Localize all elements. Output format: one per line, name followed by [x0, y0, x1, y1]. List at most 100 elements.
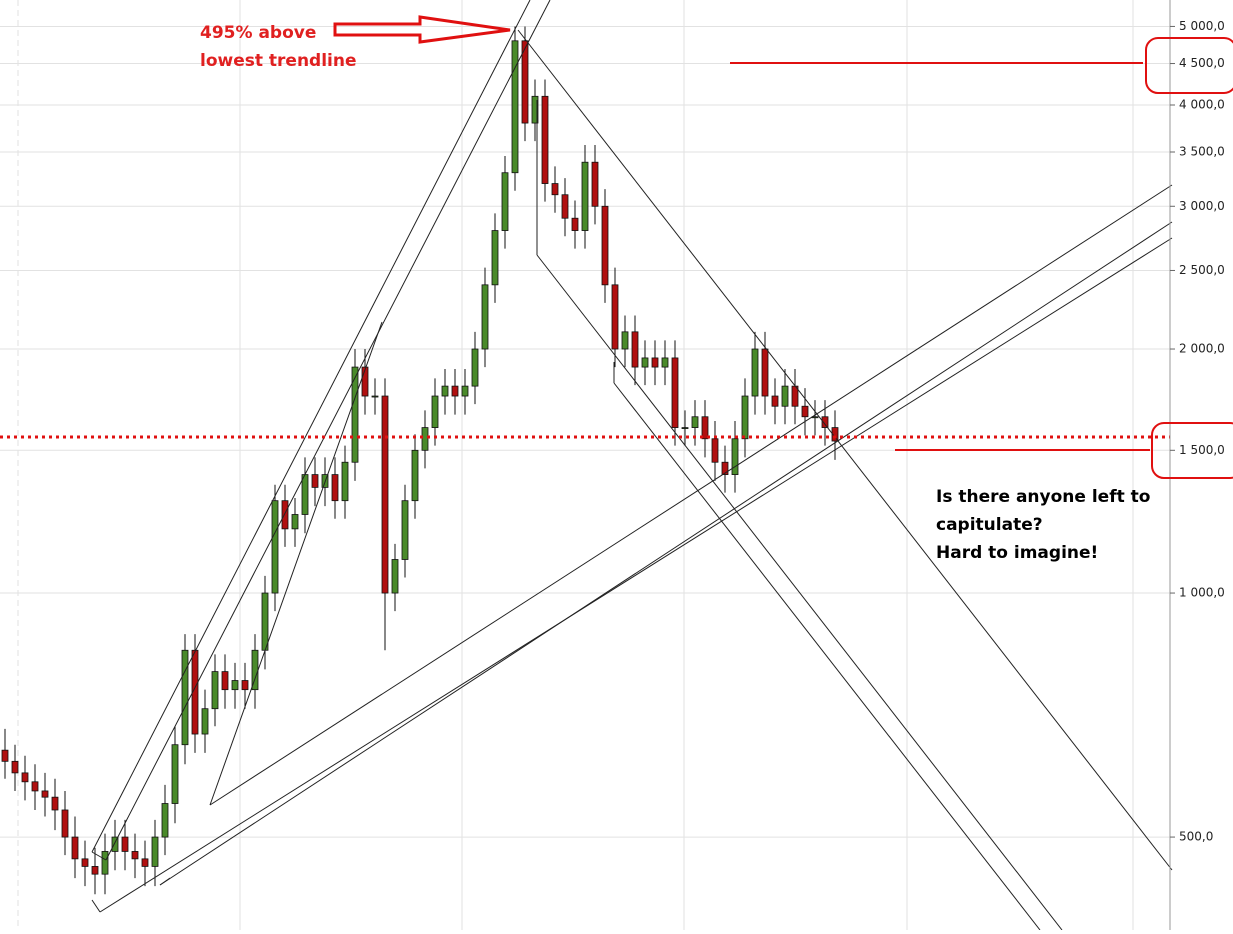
- candle-body: [731, 438, 739, 475]
- annotation: lowest trendline: [200, 51, 357, 71]
- annotation: 495% above: [200, 23, 316, 43]
- arrow: [333, 15, 511, 44]
- candle-body: [361, 366, 369, 397]
- y-tick-label: 1 500,0: [1179, 443, 1225, 457]
- candle-body: [561, 194, 569, 219]
- candle-body: [621, 331, 629, 350]
- trendline: [91, 851, 107, 861]
- candle-body: [71, 836, 79, 860]
- trendline: [517, 29, 1173, 871]
- candle-body: [661, 357, 669, 368]
- candle-body: [161, 803, 169, 838]
- candle-body: [121, 836, 129, 852]
- candle-body: [61, 809, 69, 838]
- candle-body: [641, 357, 649, 368]
- candle-body: [131, 851, 139, 860]
- trendline: [99, 237, 1173, 913]
- candle-body: [721, 461, 729, 475]
- candle-body: [831, 427, 839, 442]
- red-markup: [333, 15, 1233, 479]
- candle-body: [551, 183, 559, 196]
- y-axis-labels: 500,0 1 000,0 1 500,0 2 000,0 2 500,0 3 000,0…: [1170, 19, 1225, 844]
- candle-body: [351, 366, 359, 463]
- candle-body: [191, 649, 199, 735]
- candle-body: [801, 405, 809, 418]
- candle-body: [681, 427, 689, 429]
- y-tick-label: 3 000,0: [1179, 199, 1225, 213]
- candle-body: [31, 781, 39, 792]
- candle-body: [741, 395, 749, 440]
- candle-body: [711, 438, 719, 463]
- candle-body: [181, 649, 189, 746]
- candle-body: [91, 866, 99, 875]
- candle-body: [471, 348, 479, 387]
- vertical-grid: [17, 0, 1134, 930]
- candle-body: [171, 744, 179, 804]
- candle-body: [411, 449, 419, 502]
- trendline: [105, 0, 551, 861]
- candle-body: [261, 592, 269, 651]
- candle-body: [81, 858, 89, 867]
- annotation: Is there anyone left to: [936, 487, 1150, 507]
- candle-body: [111, 836, 119, 852]
- annotation: capitulate?: [936, 515, 1043, 535]
- candle-body: [761, 348, 769, 397]
- candle-body: [301, 474, 309, 515]
- bracket: [1151, 422, 1233, 479]
- y-tick-label: 2 000,0: [1179, 342, 1225, 356]
- trendline: [91, 0, 531, 853]
- candle-body: [481, 284, 489, 350]
- trendline: [91, 899, 101, 913]
- candle-body: [511, 40, 519, 174]
- trendline: [209, 184, 1173, 806]
- candle-body: [611, 284, 619, 350]
- candle-body: [521, 40, 529, 124]
- candle-body: [591, 161, 599, 207]
- candle-body: [391, 559, 399, 594]
- trendlines: [91, 0, 1173, 931]
- candle-body: [221, 671, 229, 691]
- candle-body: [501, 172, 509, 231]
- trendline: [159, 221, 1173, 886]
- candle-body: [431, 395, 439, 428]
- candle-body: [691, 416, 699, 428]
- candle-body: [441, 385, 449, 397]
- candle-body: [421, 427, 429, 451]
- y-tick-label: 1 000,0: [1179, 586, 1225, 600]
- candle-body: [531, 95, 539, 124]
- trendline: [613, 382, 1041, 931]
- candle-body: [231, 680, 239, 691]
- candle-body: [541, 95, 549, 184]
- candle-body: [201, 708, 209, 735]
- candle-body: [651, 357, 659, 368]
- trendline: [159, 877, 171, 886]
- candle-body: [41, 790, 49, 798]
- candle-body: [241, 680, 249, 691]
- candle-body: [821, 416, 829, 428]
- candle-body: [371, 395, 379, 398]
- candle-body: [21, 772, 29, 783]
- candle-body: [341, 461, 349, 502]
- y-tick-label: 4 000,0: [1179, 97, 1225, 111]
- candle-body: [151, 836, 159, 867]
- candle-body: [771, 395, 779, 407]
- candle-body: [671, 357, 679, 428]
- candle-body: [141, 858, 149, 867]
- y-tick-label: 5 000,0: [1179, 19, 1225, 33]
- bracket: [1145, 37, 1233, 94]
- candle-body: [751, 348, 759, 397]
- candle-body: [631, 331, 639, 368]
- trendline: [536, 254, 1063, 931]
- candle-body: [281, 500, 289, 530]
- y-tick-label: 500,0: [1179, 830, 1213, 844]
- candle-body: [461, 385, 469, 397]
- candles: [1, 26, 839, 895]
- y-tick-label: 4 500,0: [1179, 56, 1225, 70]
- candle-body: [601, 205, 609, 286]
- candle-body: [1, 749, 9, 762]
- candle-body: [311, 474, 319, 488]
- candle-body: [701, 416, 709, 440]
- candle-body: [581, 161, 589, 231]
